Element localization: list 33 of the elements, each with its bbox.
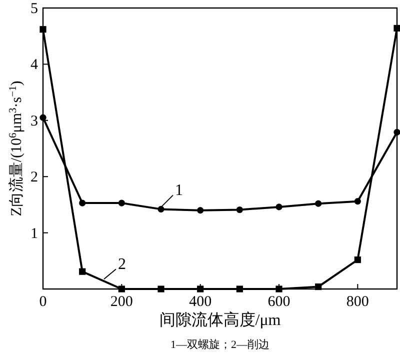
point <box>315 283 322 290</box>
point <box>118 200 125 206</box>
point <box>158 286 164 292</box>
point <box>236 206 243 214</box>
text: 1—双螺旋；2—削边 <box>170 338 270 351</box>
point <box>276 286 282 292</box>
point <box>158 206 164 212</box>
y-tick-label: 3 <box>30 113 38 130</box>
y-tick-label: 5 <box>30 1 38 17</box>
y-tick-label: 2 <box>30 170 38 186</box>
x-tick-label: 400 <box>189 294 212 310</box>
y-tick-label: 1 <box>30 226 38 242</box>
x-tick-label: 800 <box>346 294 369 310</box>
x-tick-label: 600 <box>268 294 290 310</box>
point <box>79 200 86 206</box>
point <box>354 198 361 205</box>
point <box>354 256 361 264</box>
x-tick-label: 200 <box>110 294 133 310</box>
y-tick-label: 4 <box>30 57 38 74</box>
legend-label: 1 <box>175 182 183 200</box>
point <box>394 128 400 136</box>
point <box>118 286 125 292</box>
x-axis-title: 间隙流体高度/μm <box>159 311 282 329</box>
point <box>276 204 282 210</box>
point <box>315 200 322 207</box>
legend-label: 2 <box>118 256 126 274</box>
point <box>197 207 204 214</box>
point <box>394 24 400 32</box>
point <box>236 286 243 292</box>
point <box>197 286 204 292</box>
point <box>40 26 46 33</box>
x-tick-label: 0 <box>39 294 47 310</box>
point <box>79 268 86 275</box>
